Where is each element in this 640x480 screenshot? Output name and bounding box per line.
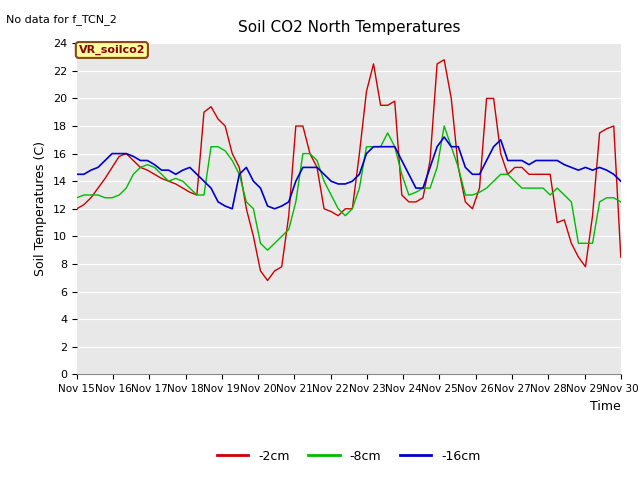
- Title: Soil CO2 North Temperatures: Soil CO2 North Temperatures: [237, 20, 460, 35]
- Legend: -2cm, -8cm, -16cm: -2cm, -8cm, -16cm: [212, 444, 486, 468]
- X-axis label: Time: Time: [590, 400, 621, 413]
- Text: VR_soilco2: VR_soilco2: [79, 45, 145, 55]
- Y-axis label: Soil Temperatures (C): Soil Temperatures (C): [35, 141, 47, 276]
- Text: No data for f_TCN_2: No data for f_TCN_2: [6, 14, 117, 25]
